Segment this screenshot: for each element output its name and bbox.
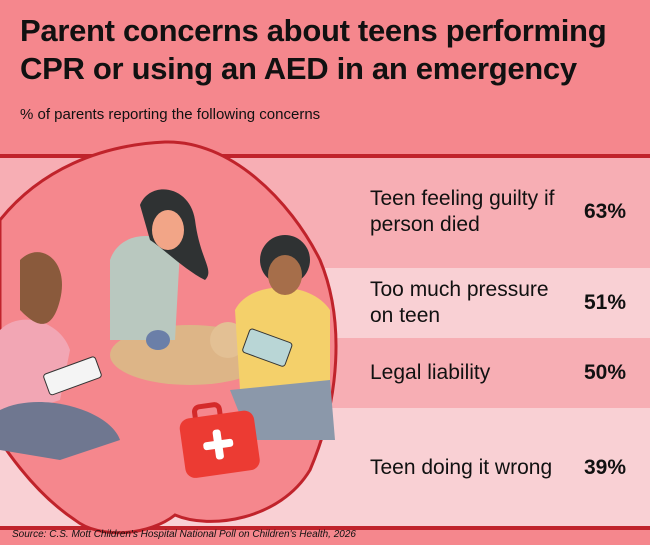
face-right bbox=[268, 255, 302, 295]
concern-label: Teen doing it wrong bbox=[370, 456, 553, 479]
gloves-icon bbox=[146, 330, 170, 350]
person-middle bbox=[110, 236, 180, 340]
clipboard-right bbox=[242, 328, 293, 367]
divider-top bbox=[0, 154, 650, 158]
concern-label: Too much pressure on teen bbox=[370, 278, 549, 327]
divider-bottom bbox=[0, 526, 650, 530]
clipboard-left bbox=[43, 356, 102, 396]
concern-value: 39% bbox=[584, 456, 627, 479]
concern-value: 50% bbox=[584, 361, 627, 384]
concern-value: 63% bbox=[584, 200, 627, 223]
concern-label: Legal liability bbox=[370, 361, 491, 384]
concern-label: Teen feeling guilty if person died bbox=[370, 187, 555, 236]
concern-value: 51% bbox=[584, 291, 627, 314]
person-right bbox=[235, 287, 330, 390]
hair-left bbox=[20, 252, 62, 324]
source-note: Source: C.S. Mott Children's Hospital Na… bbox=[12, 529, 356, 540]
cpr-illustration bbox=[0, 140, 338, 535]
first-aid-kit-icon bbox=[179, 402, 260, 478]
page-title: Parent concerns about teens performing C… bbox=[20, 13, 607, 86]
legs-right bbox=[230, 380, 335, 440]
legs-left bbox=[0, 401, 120, 460]
subtitle: % of parents reporting the following con… bbox=[20, 106, 321, 123]
face-middle bbox=[152, 210, 184, 250]
